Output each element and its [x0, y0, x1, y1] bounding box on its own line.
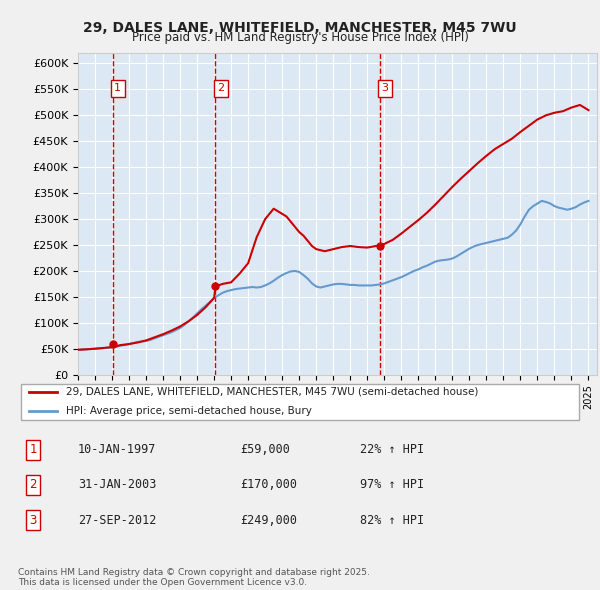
Text: 3: 3 [29, 514, 37, 527]
Text: 31-JAN-2003: 31-JAN-2003 [78, 478, 157, 491]
Text: 2: 2 [29, 478, 37, 491]
Text: 97% ↑ HPI: 97% ↑ HPI [360, 478, 424, 491]
Text: £170,000: £170,000 [240, 478, 297, 491]
Text: £249,000: £249,000 [240, 514, 297, 527]
FancyBboxPatch shape [21, 384, 579, 420]
Text: 29, DALES LANE, WHITEFIELD, MANCHESTER, M45 7WU: 29, DALES LANE, WHITEFIELD, MANCHESTER, … [83, 21, 517, 35]
Text: £59,000: £59,000 [240, 443, 290, 456]
Text: 29, DALES LANE, WHITEFIELD, MANCHESTER, M45 7WU (semi-detached house): 29, DALES LANE, WHITEFIELD, MANCHESTER, … [66, 387, 478, 396]
Text: 1: 1 [114, 83, 121, 93]
Text: Contains HM Land Registry data © Crown copyright and database right 2025.
This d: Contains HM Land Registry data © Crown c… [18, 568, 370, 587]
Text: 10-JAN-1997: 10-JAN-1997 [78, 443, 157, 456]
Text: HPI: Average price, semi-detached house, Bury: HPI: Average price, semi-detached house,… [66, 405, 312, 415]
Text: Price paid vs. HM Land Registry's House Price Index (HPI): Price paid vs. HM Land Registry's House … [131, 31, 469, 44]
Text: 22% ↑ HPI: 22% ↑ HPI [360, 443, 424, 456]
Text: 82% ↑ HPI: 82% ↑ HPI [360, 514, 424, 527]
Text: 2: 2 [217, 83, 224, 93]
Text: 1: 1 [29, 443, 37, 456]
Text: 27-SEP-2012: 27-SEP-2012 [78, 514, 157, 527]
Text: 3: 3 [382, 83, 389, 93]
